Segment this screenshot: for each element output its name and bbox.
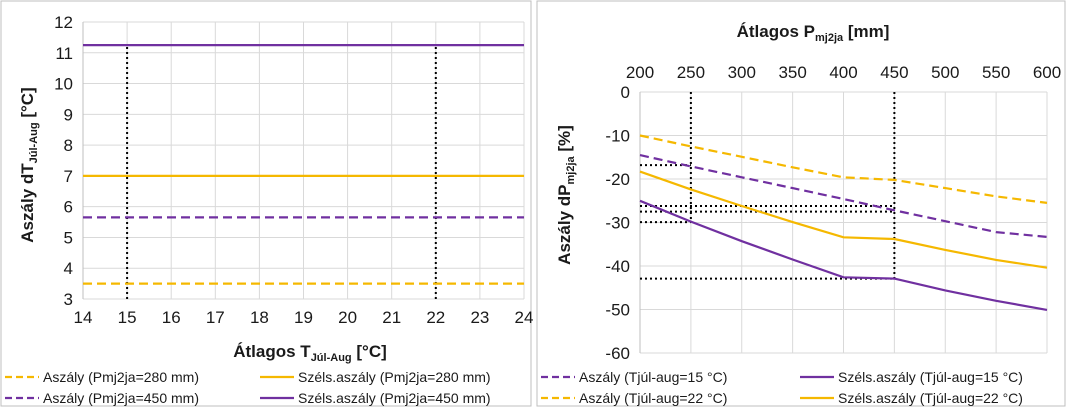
right-x-tick-label: 600 <box>1033 63 1061 82</box>
left-chart: 3 4 5 6 7 8 9 10 11 12 14 15 16 17 18 19 20 21 22 23 24 <box>54 13 533 327</box>
left-y-axis-label: Aszály dTJúl-Aug [°C] <box>18 87 40 242</box>
right-x-axis-label: Átlagos Pmj2ja [mm] <box>737 22 890 44</box>
left-x-tick-label: 20 <box>338 308 357 327</box>
right-y-tick-label: -20 <box>605 170 630 189</box>
left-x-tick-label: 21 <box>382 308 401 327</box>
left-legend-label-4: Széls.aszály (Pmj2ja=450 mm) <box>298 390 491 406</box>
right-series-line-4 <box>639 170 1048 269</box>
right-x-tick-label: 300 <box>728 63 756 82</box>
left-legend-label-1: Aszály (Pmj2ja=280 mm) <box>43 369 199 385</box>
right-legend-label-4: Széls.aszály (Tjúl-aug=22 °C) <box>838 390 1023 406</box>
right-legend-label-1: Aszály (Tjúl-aug=15 °C) <box>579 369 727 385</box>
right-x-tick-label: 200 <box>626 63 654 82</box>
right-y-tick-label: -10 <box>605 127 630 146</box>
right-x-tick-label: 550 <box>982 63 1010 82</box>
left-y-tick-label: 7 <box>64 167 73 186</box>
right-chart: 0 -10 -20 -30 -40 -50 -60 200 250 300 350 400 450 500… <box>605 63 1061 363</box>
left-y-tick-label: 8 <box>64 136 73 155</box>
left-x-tick-label: 16 <box>162 308 181 327</box>
left-x-tick-label: 17 <box>206 308 225 327</box>
right-chart-frame <box>536 0 1066 407</box>
left-y-tick-label: 5 <box>64 228 73 247</box>
left-x-tick-label: 14 <box>74 308 93 327</box>
right-x-tick-label: 500 <box>931 63 959 82</box>
right-y-tick-label: 0 <box>621 83 630 102</box>
left-x-tick-label: 22 <box>426 308 445 327</box>
left-y-tick-label: 4 <box>64 259 73 278</box>
right-y-tick-label: -40 <box>605 257 630 276</box>
left-x-tick-label: 23 <box>470 308 489 327</box>
left-chart-frame <box>0 0 532 407</box>
left-x-tick-label: 24 <box>515 308 534 327</box>
left-x-tick-label: 15 <box>118 308 137 327</box>
left-legend: Aszály (Pmj2ja=280 mm) Széls.aszály (Pmj2… <box>5 369 491 406</box>
left-y-tick-label: 10 <box>54 75 73 94</box>
right-x-tick-label: 350 <box>778 63 806 82</box>
right-series-line-2 <box>639 199 1048 311</box>
left-x-tick-label: 19 <box>294 308 313 327</box>
right-legend-label-2: Széls.aszály (Tjúl-aug=15 °C) <box>838 369 1023 385</box>
left-y-tick-label: 9 <box>64 105 73 124</box>
right-legend: Aszály (Tjúl-aug=15 °C) Széls.aszály (Tjú… <box>541 369 1023 406</box>
left-y-tick-label: 6 <box>64 198 73 217</box>
left-legend-label-2: Széls.aszály (Pmj2ja=280 mm) <box>298 369 491 385</box>
left-y-tick-label: 3 <box>64 290 73 309</box>
right-legend-label-3: Aszály (Tjúl-aug=22 °C) <box>579 390 727 406</box>
left-x-axis-label: Átlagos TJúl-Aug [°C] <box>233 342 387 364</box>
left-legend-label-3: Aszály (Pmj2ja=450 mm) <box>43 390 199 406</box>
right-x-tick-label: 250 <box>677 63 705 82</box>
right-series-line-3 <box>639 134 1048 204</box>
left-x-tick-label: 18 <box>250 308 269 327</box>
left-y-tick-label: 11 <box>55 44 73 63</box>
right-y-tick-label: -30 <box>605 214 630 233</box>
right-y-tick-label: -50 <box>605 301 630 320</box>
right-y-tick-label: -60 <box>605 344 630 363</box>
right-y-axis-label: Aszály dPmj2ja [%] <box>555 125 577 265</box>
right-x-tick-label: 450 <box>880 63 908 82</box>
left-y-tick-label: 12 <box>54 13 73 32</box>
right-x-tick-label: 400 <box>829 63 857 82</box>
